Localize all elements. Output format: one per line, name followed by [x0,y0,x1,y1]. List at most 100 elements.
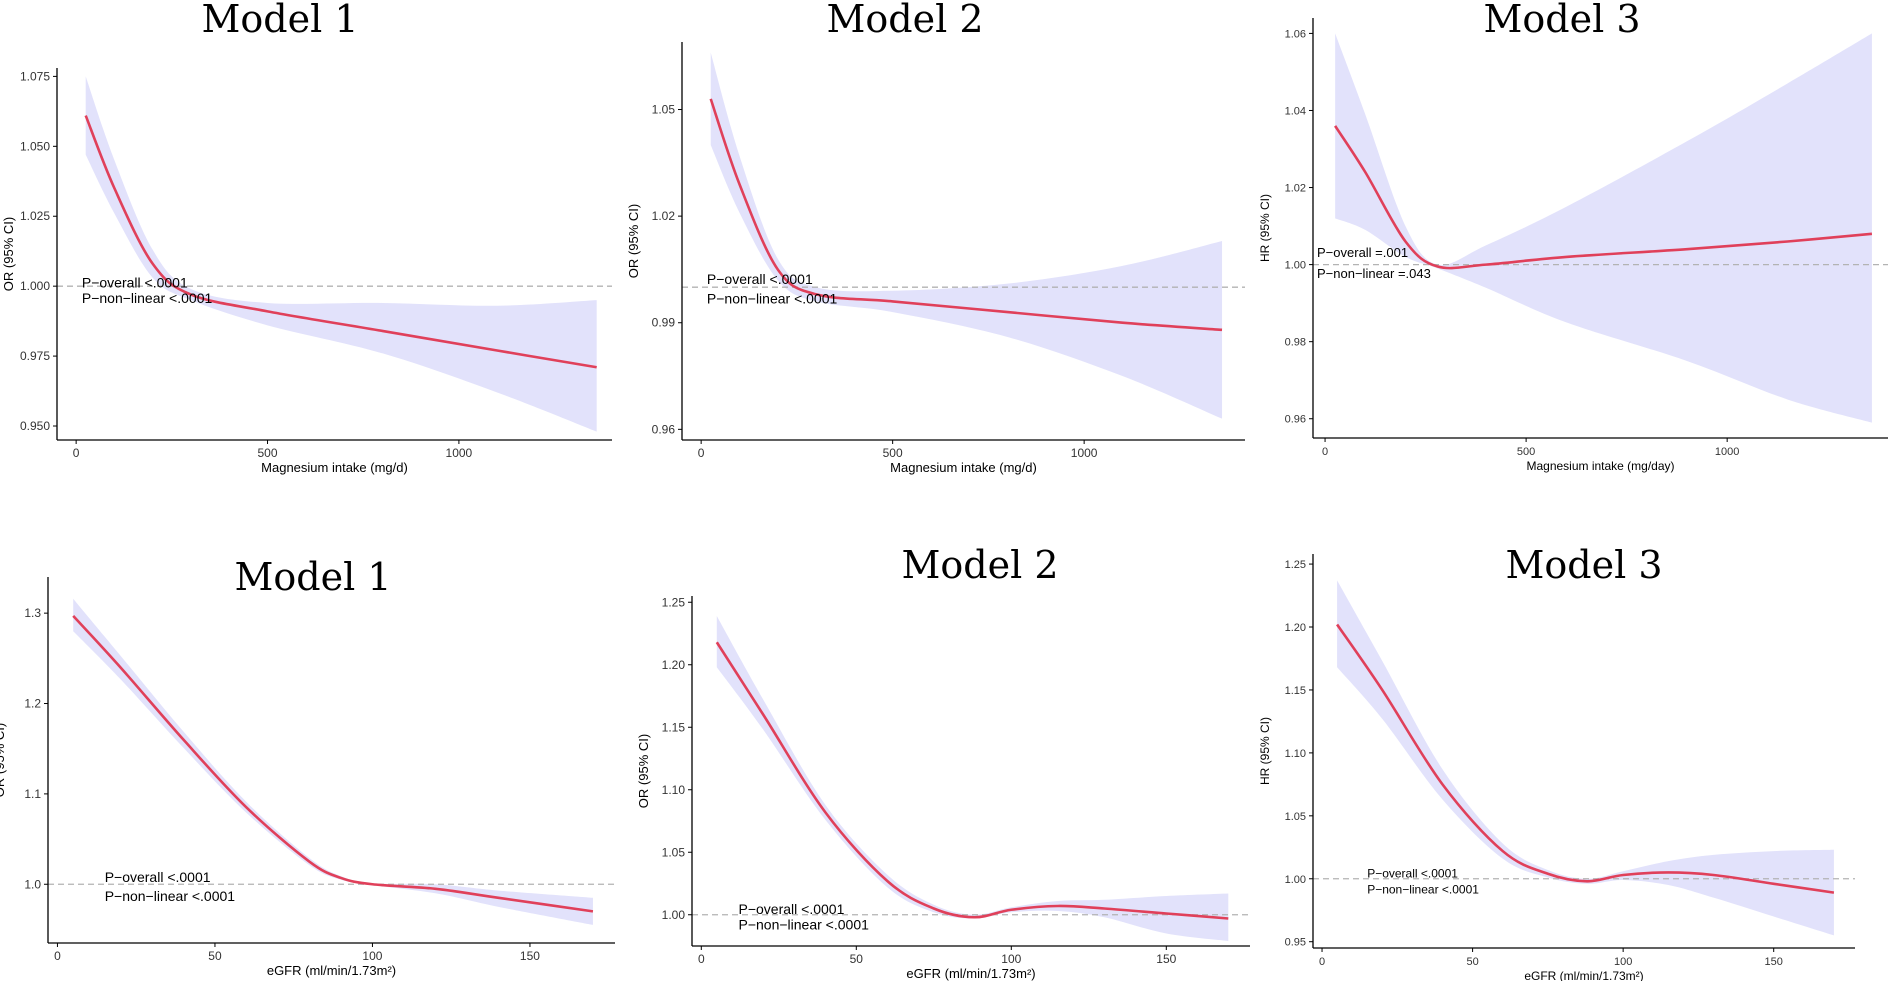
y-axis-label: OR (95% CI) [1,217,16,291]
y-tick-label: 1.15 [1285,685,1306,697]
x-tick-label: 50 [1466,956,1478,968]
x-tick-label: 0 [698,952,705,966]
y-tick-label: 1.00 [1285,874,1306,886]
p-value-annotation: P−non−linear <.0001 [82,290,213,306]
x-tick-label: 100 [1001,952,1021,966]
x-axis-label: Magnesium intake (mg/d) [261,460,408,475]
chart-title: Model 1 [234,555,391,599]
chart-top-right: Model 3 0.96 0.98 1.00 1.02 1.04 1.06 0 500 1000 M… [1258,0,1888,473]
x-axis-label: Magnesium intake (mg/day) [1526,459,1674,473]
x-tick-label: 500 [1517,446,1535,458]
x-tick-label: 0 [1322,446,1328,458]
confidence-band [1337,580,1834,936]
x-tick-label: 0 [698,446,705,460]
chart-title: Model 3 [1505,543,1662,587]
p-value-annotation: P−non−linear =.043 [1317,266,1431,281]
chart-title: Model 2 [901,543,1058,587]
p-value-annotation: P−non−linear <.0001 [1367,882,1479,896]
y-tick-label: 1.05 [662,845,686,859]
y-tick-label: 1.04 [1285,105,1306,117]
x-tick-label: 50 [208,949,222,963]
p-value-annotation: P−overall <.0001 [1367,867,1458,881]
confidence-band [710,52,1223,419]
chart-bottom-right: Model 3 0.95 1.00 1.05 1.10 1.15 1.20 1.25 0 50 10… [1258,543,1855,981]
y-axis-label: OR (95% CI) [626,204,641,278]
y-tick-label: 1.25 [662,595,686,609]
y-tick-label: 1.2 [24,697,41,711]
chart-top-left: Model 1 0.950 0.975 1.000 1.025 1.050 1.075 0 50… [1,0,612,475]
y-tick-label: 0.98 [1285,337,1306,349]
chart-top-middle: Model 2 0.96 0.99 1.02 1.05 0 500 1000 Magnesium… [626,0,1245,475]
y-tick-label: 1.075 [20,69,50,83]
x-tick-label: 1000 [1715,446,1739,458]
p-value-annotation: P−non−linear <.0001 [707,291,838,307]
y-tick-label: 1.10 [1285,748,1306,760]
y-tick-label: 1.000 [20,279,50,293]
estimate-curve [709,98,1223,332]
estimate-curve [715,641,1229,920]
x-tick-label: 100 [362,949,382,963]
y-tick-label: 0.96 [652,422,676,436]
confidence-band [716,616,1229,941]
confidence-band [1335,33,1872,423]
p-value-annotation: P−overall =.001 [1317,245,1408,260]
p-value-annotation: P−non−linear <.0001 [105,888,236,904]
chart-title: Model 3 [1483,0,1640,41]
confidence-band [85,76,597,432]
y-axis-label: HR (95% CI) [1258,194,1272,262]
y-tick-label: 0.95 [1285,937,1306,949]
x-axis-label: eGFR (ml/min/1.73m²) [1524,969,1643,981]
y-tick-label: 0.99 [652,316,676,330]
y-tick-label: 1.10 [662,783,686,797]
y-axis-label: OR (95% CI) [636,734,651,808]
y-tick-label: 1.00 [1285,260,1306,272]
x-axis-label: Magnesium intake (mg/d) [890,460,1037,475]
x-tick-label: 50 [850,952,864,966]
chart-bottom-middle: Model 2 1.00 1.05 1.10 1.15 1.20 1.25 0 50 100 150… [636,543,1250,981]
y-tick-label: 0.975 [20,349,50,363]
y-tick-label: 1.050 [20,139,50,153]
y-tick-label: 0.96 [1285,414,1306,426]
y-tick-label: 1.05 [652,103,676,117]
y-tick-label: 1.025 [20,209,50,223]
y-axis-label: HR (95% CI) [1258,717,1272,785]
chart-title: Model 1 [201,0,358,41]
y-axis-label: OR (95% CI) [0,723,7,797]
y-tick-label: 1.06 [1285,28,1306,40]
y-tick-label: 1.20 [662,658,686,672]
chart-title: Model 2 [826,0,983,41]
x-axis-label: eGFR (ml/min/1.73m²) [267,963,396,978]
x-tick-label: 0 [73,446,80,460]
x-tick-label: 0 [54,949,61,963]
x-tick-label: 500 [258,446,278,460]
y-tick-label: 1.25 [1285,559,1306,571]
estimate-curve [84,115,597,369]
x-tick-label: 0 [1319,956,1325,968]
estimate-curve [72,614,594,913]
estimate-curve [1336,623,1835,894]
y-tick-label: 0.950 [20,419,50,433]
x-tick-label: 150 [1765,956,1783,968]
y-tick-label: 1.02 [652,209,676,223]
y-tick-label: 1.02 [1285,183,1306,195]
x-tick-label: 1000 [446,446,473,460]
x-tick-label: 1000 [1071,446,1098,460]
p-value-annotation: P−overall <.0001 [105,869,211,885]
x-tick-label: 500 [883,446,903,460]
p-value-annotation: P−non−linear <.0001 [739,916,870,932]
y-tick-label: 1.20 [1285,622,1306,634]
y-tick-label: 1.0 [24,877,41,891]
y-tick-label: 1.1 [24,787,41,801]
y-tick-label: 1.05 [1285,811,1306,823]
estimate-curve [1334,125,1873,270]
y-tick-label: 1.3 [24,606,41,620]
x-tick-label: 150 [520,949,540,963]
chart-bottom-left: Model 1 1.0 1.1 1.2 1.3 0 50 100 150 eGFR (ml/min… [0,555,615,978]
p-value-annotation: P−overall <.0001 [739,901,845,917]
y-tick-label: 1.15 [662,720,686,734]
x-tick-label: 150 [1156,952,1176,966]
p-value-annotation: P−overall <.0001 [707,271,813,287]
x-tick-label: 100 [1614,956,1632,968]
p-value-annotation: P−overall <.0001 [82,274,188,290]
